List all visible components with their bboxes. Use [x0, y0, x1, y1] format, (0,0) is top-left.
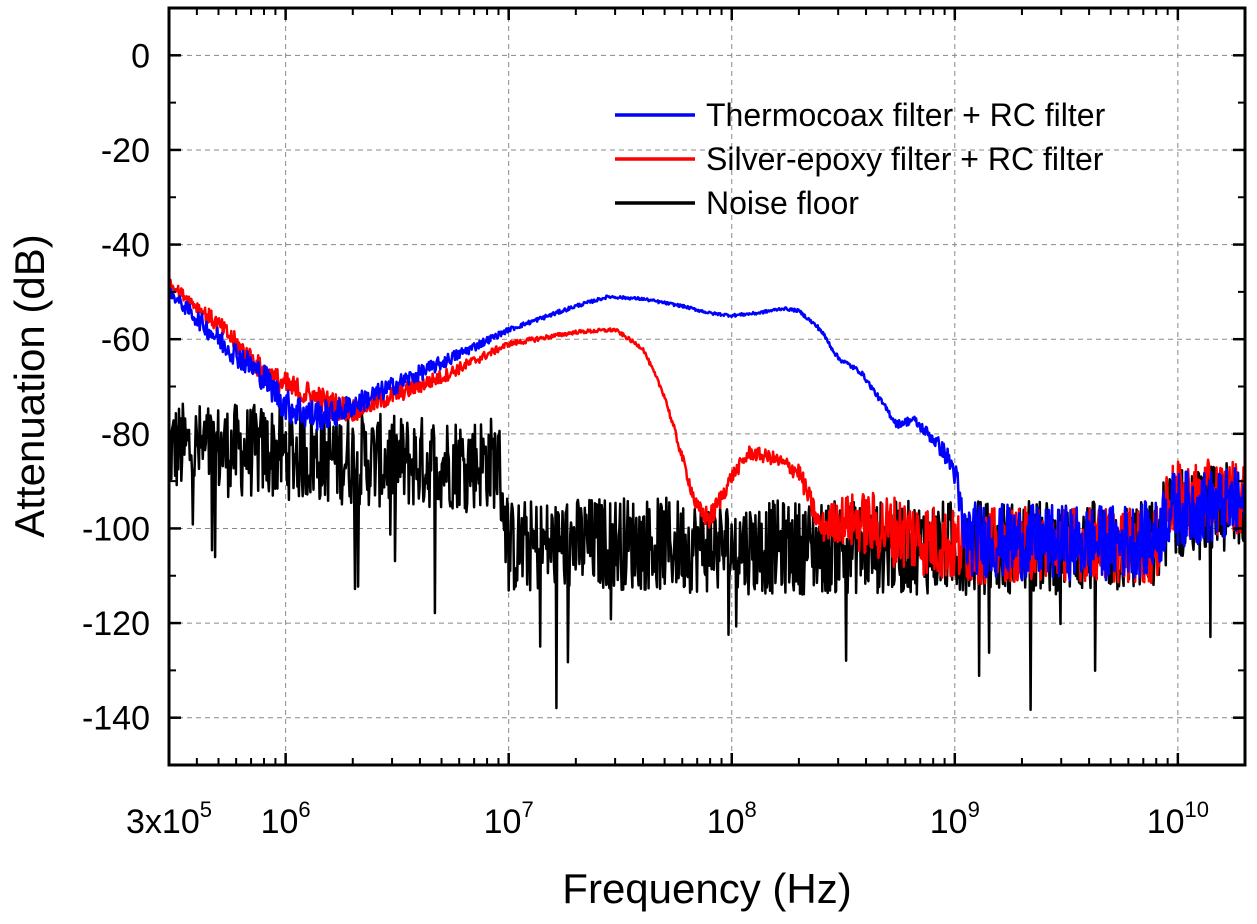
y-tick-label: -60: [101, 321, 150, 359]
x-tick-label: 109: [930, 797, 980, 841]
x-tick-label: 107: [484, 797, 534, 841]
y-tick-label: -100: [82, 510, 150, 548]
x-tick-label: 1010: [1147, 797, 1209, 841]
y-tick-label: -140: [82, 700, 150, 738]
series-layer: [167, 278, 1247, 712]
y-tick-label: 0: [131, 37, 150, 75]
x-tick-label: 106: [261, 797, 311, 841]
legend-label: Silver-epoxy filter + RC filter: [706, 141, 1104, 177]
legend: Thermocoax filter + RC filter Silver-epox…: [615, 97, 1106, 221]
legend-label: Thermocoax filter + RC filter: [706, 97, 1106, 133]
x-tick-labels: 3x105 106 107 108 109 1010: [126, 797, 1209, 841]
x-tick-label: 3x105: [126, 797, 212, 841]
x-axis-title: Frequency (Hz): [562, 865, 851, 912]
legend-label: Noise floor: [706, 185, 859, 221]
y-tick-label: -120: [82, 605, 150, 643]
grid-lines: [169, 8, 1245, 765]
y-tick-label: -40: [101, 227, 150, 265]
series-line: [167, 288, 1247, 582]
y-tick-labels: 0 -20 -40 -60 -80 -100 -120 -140: [82, 37, 150, 737]
y-axis-title: Attenuation (dB): [6, 234, 53, 538]
axis-ticks: [167, 7, 1246, 766]
x-tick-label: 108: [707, 797, 757, 841]
y-tick-label: -80: [101, 416, 150, 454]
y-tick-label: -20: [101, 132, 150, 170]
